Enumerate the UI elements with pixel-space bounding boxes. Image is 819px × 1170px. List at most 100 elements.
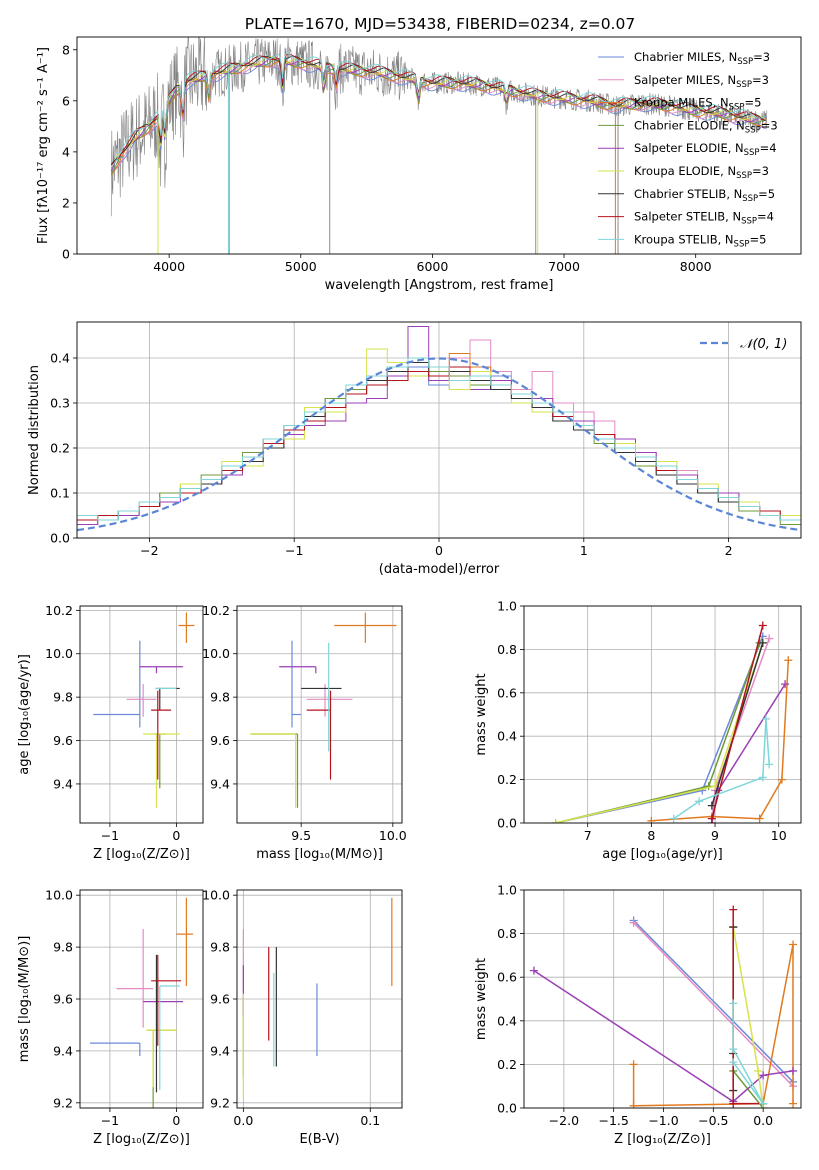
y-axis-label: Flux [fλ10⁻¹⁷ erg cm⁻² s⁻¹ A⁻¹] bbox=[36, 47, 51, 244]
weight-line-salpeter_elodie bbox=[533, 970, 794, 1103]
y-tick-label: 0.2 bbox=[50, 441, 70, 456]
y-tick-label: 9.8 bbox=[53, 940, 73, 955]
weight-marker-kroupa_miles bbox=[647, 816, 656, 823]
legend-label-salpeter_stelib: Salpeter STELIB, NSSP=4 bbox=[634, 210, 774, 227]
weight-line-salpeter_miles bbox=[633, 922, 794, 1087]
y-tick-label: 0.0 bbox=[497, 816, 517, 831]
y-tick-label: 9.4 bbox=[210, 1043, 230, 1058]
y-tick-label: 6 bbox=[62, 93, 70, 108]
y-tick-label: 0.6 bbox=[497, 685, 517, 700]
y-axis-label: mass weight bbox=[474, 958, 489, 1040]
legend-label-kroupa_stelib: Kroupa STELIB, NSSP=5 bbox=[634, 232, 766, 249]
x-axis-label: E(B-V) bbox=[299, 1132, 339, 1147]
y-tick-label: 0.4 bbox=[497, 1013, 517, 1028]
axes-frame bbox=[76, 36, 802, 255]
y-axis-label: age [log₁₀(age/yr)] bbox=[17, 654, 32, 775]
x-tick-label: 0 bbox=[172, 828, 180, 843]
y-tick-label: 4 bbox=[62, 144, 70, 159]
axes-frame bbox=[79, 605, 204, 824]
x-tick-label: 9.5 bbox=[291, 828, 311, 843]
weight-marker-kroupa_elodie bbox=[754, 1066, 763, 1075]
y-tick-label: 0.2 bbox=[497, 1057, 517, 1072]
weight-marker-chabrier_stelib bbox=[758, 638, 767, 647]
panel-mass_vs_ebv: 0.0 0.1 9.2 9.4 9.6 9.8 10.0 E(B-V) bbox=[202, 888, 403, 1147]
y-tick-label: 9.8 bbox=[210, 940, 230, 955]
plot-area bbox=[242, 897, 393, 1098]
y-tick-label: 0.3 bbox=[50, 396, 70, 411]
weight-marker-kroupa_stelib bbox=[695, 797, 704, 806]
spectrum-data-line bbox=[110, 37, 768, 217]
weight-line-salpeter_stelib bbox=[711, 625, 764, 819]
weight-line-salpeter_miles bbox=[711, 638, 770, 823]
x-axis-label: Z [log₁₀(Z/Z⊙)] bbox=[93, 847, 190, 862]
plot-area bbox=[249, 612, 397, 808]
weight-marker-kroupa_miles bbox=[789, 1099, 798, 1108]
weight-marker-kroupa_miles bbox=[777, 775, 786, 784]
plot-area bbox=[529, 905, 798, 1108]
y-tick-label: 0.4 bbox=[497, 729, 517, 744]
weight-marker-kroupa_elodie bbox=[551, 819, 560, 823]
x-tick-label: −1.0 bbox=[648, 1113, 678, 1128]
panel-weight_vs_Z: −2.0 −1.5 −1.0 −0.5 0.0 0.0 0.2 0.4 0.6 0.8 1.0 Z [… bbox=[474, 883, 802, 1147]
weight-marker-kroupa_miles bbox=[789, 940, 798, 949]
panel-weight_vs_age: 7 8 9 10 0.0 0.2 0.4 0.6 0.8 1.0 age [log₁₀(age/yr… bbox=[474, 599, 802, 862]
plot-area bbox=[110, 37, 768, 254]
weight-marker-chabrier_stelib bbox=[707, 801, 716, 810]
weight-marker-kroupa_miles bbox=[629, 1060, 638, 1069]
x-tick-label: 10.0 bbox=[379, 828, 407, 843]
x-tick-label: 2 bbox=[725, 543, 733, 558]
y-tick-label: 9.6 bbox=[210, 733, 230, 748]
x-tick-label: 0.1 bbox=[360, 1113, 380, 1128]
axes-frame bbox=[236, 605, 403, 824]
axes-frame bbox=[76, 321, 802, 539]
y-tick-label: 8 bbox=[62, 42, 70, 57]
y-tick-label: 10.0 bbox=[45, 888, 73, 903]
weight-line-chabrier_miles bbox=[555, 636, 764, 823]
weight-marker-salpeter_stelib bbox=[707, 814, 716, 823]
normal-curve bbox=[77, 357, 799, 532]
y-tick-label: 9.6 bbox=[53, 992, 73, 1007]
y-tick-label: 1.0 bbox=[497, 599, 517, 614]
y-tick-label: 9.2 bbox=[210, 1095, 230, 1110]
y-tick-label: 1.0 bbox=[497, 883, 517, 898]
y-tick-label: 10.2 bbox=[45, 603, 73, 618]
y-axis-label: Normed distribution bbox=[27, 365, 42, 495]
weight-marker-kroupa_stelib bbox=[761, 714, 770, 723]
panel-age_vs_Z: −1 0 9.4 9.6 9.8 10.0 10.2 Z [log₁₀(Z/Z⊙)] age [… bbox=[17, 603, 204, 862]
panel-age_vs_mass: 9.5 10.0 9.4 9.6 9.8 10.0 10.2 mass [log₁₀(M/M⊙… bbox=[202, 603, 407, 862]
plot-area bbox=[551, 621, 793, 823]
plot-area bbox=[89, 897, 194, 1108]
legend-label-salpeter_elodie: Salpeter ELODIE, NSSP=4 bbox=[634, 141, 777, 158]
x-tick-label: 6000 bbox=[417, 259, 449, 274]
panel-spectrum: 4000 5000 6000 7000 8000 0 2 4 6 8 wavelength [Ang… bbox=[36, 36, 802, 293]
y-tick-label: 9.4 bbox=[210, 776, 230, 791]
axes-frame bbox=[523, 605, 802, 824]
weight-line-kroupa_elodie bbox=[555, 642, 764, 823]
panel-mass_vs_Z: −1 0 9.2 9.4 9.6 9.8 10.0 Z [log₁₀(Z/Z⊙)] mass [… bbox=[17, 888, 204, 1147]
y-tick-label: 0.8 bbox=[497, 642, 517, 657]
figure-title: PLATE=1670, MJD=53438, FIBERID=0234, z=0… bbox=[245, 15, 635, 33]
y-tick-label: 0.6 bbox=[497, 970, 517, 985]
weight-marker-kroupa_stelib bbox=[759, 1099, 768, 1108]
spectrum-model-line-chabrier_stelib bbox=[110, 55, 766, 165]
x-axis-label: (data-model)/error bbox=[379, 562, 500, 577]
weight-line-kroupa_stelib bbox=[732, 1003, 764, 1105]
y-tick-label: 9.6 bbox=[210, 992, 230, 1007]
x-tick-label: 8 bbox=[647, 828, 655, 843]
weight-marker-salpeter_stelib bbox=[729, 905, 738, 914]
y-tick-label: 9.8 bbox=[53, 690, 73, 705]
legend-label-kroupa_miles: Kroupa MILES, NSSP=5 bbox=[634, 96, 761, 113]
x-tick-label: 4000 bbox=[153, 259, 185, 274]
y-tick-label: 0.0 bbox=[50, 531, 70, 546]
x-tick-label: 0 bbox=[172, 1113, 180, 1128]
y-tick-label: 10.0 bbox=[45, 646, 73, 661]
x-tick-label: 0 bbox=[435, 543, 443, 558]
x-tick-label: 0.0 bbox=[753, 1113, 773, 1128]
y-tick-label: 10.0 bbox=[202, 888, 230, 903]
spectrum-model-line-kroupa_stelib bbox=[110, 52, 766, 168]
y-tick-label: 0.0 bbox=[497, 1101, 517, 1116]
weight-marker-salpeter_elodie bbox=[529, 966, 538, 975]
x-axis-label: wavelength [Angstrom, rest frame] bbox=[325, 278, 554, 293]
y-tick-label: 10.0 bbox=[202, 646, 230, 661]
